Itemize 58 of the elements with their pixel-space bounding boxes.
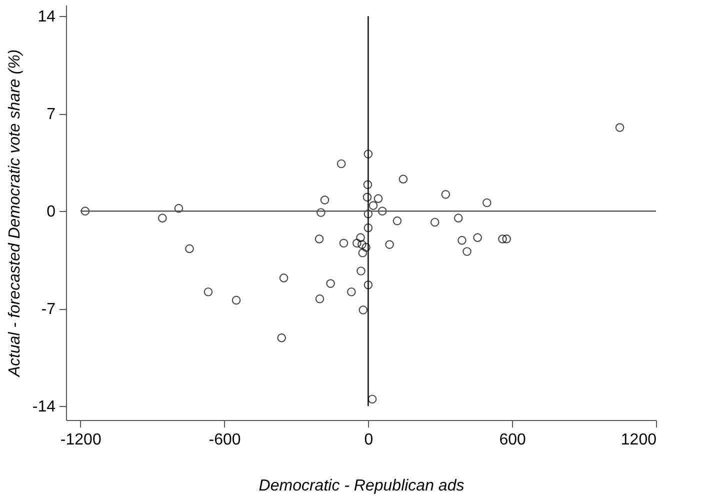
x-tick-label: 1200 [620,432,657,448]
point [502,234,512,244]
point [368,201,378,210]
point [158,214,167,222]
point [364,280,373,290]
x-tick-label: -600 [208,432,241,448]
x-axis-title: Democratic - Republican ads [258,478,464,494]
point [279,274,288,282]
point [498,234,507,244]
y-tick-label: 14 [38,8,56,26]
point [314,234,324,244]
point [364,209,373,218]
point [364,150,373,158]
point [458,236,466,245]
point [356,266,366,276]
point [358,306,368,314]
point [174,204,184,213]
point [356,233,365,242]
y-tick-label: 7 [46,106,56,124]
point [473,233,482,242]
point [352,238,362,248]
point [320,196,330,204]
point [398,174,408,184]
point [362,242,370,252]
point [615,123,624,132]
y-tick-label: 0 [46,204,56,221]
point [368,394,377,404]
point [378,206,387,216]
point [316,208,326,217]
point [482,198,492,208]
point [336,159,346,168]
point [315,294,324,304]
point [374,194,383,203]
point [346,287,356,296]
y-tick-label: -14 [32,398,56,416]
point [185,244,194,254]
point [462,247,472,256]
point [392,216,402,226]
point [326,279,335,288]
x-tick-label: 600 [499,432,526,448]
point [454,214,463,222]
point [385,240,394,249]
point [441,190,450,199]
y-tick-label: -7 [41,301,56,318]
point [363,180,372,190]
point [362,192,372,202]
point [364,223,373,232]
point [277,333,286,342]
point [80,206,90,216]
point [204,287,213,296]
y-axis-title: Actual - forecasted Democratic vote share (%) [6,49,24,378]
point [430,218,440,227]
x-tick-label: -1200 [60,432,102,448]
x-tick-label: 0 [364,432,374,448]
point [358,240,366,249]
point [358,248,368,258]
point [232,296,241,305]
point [339,238,348,248]
